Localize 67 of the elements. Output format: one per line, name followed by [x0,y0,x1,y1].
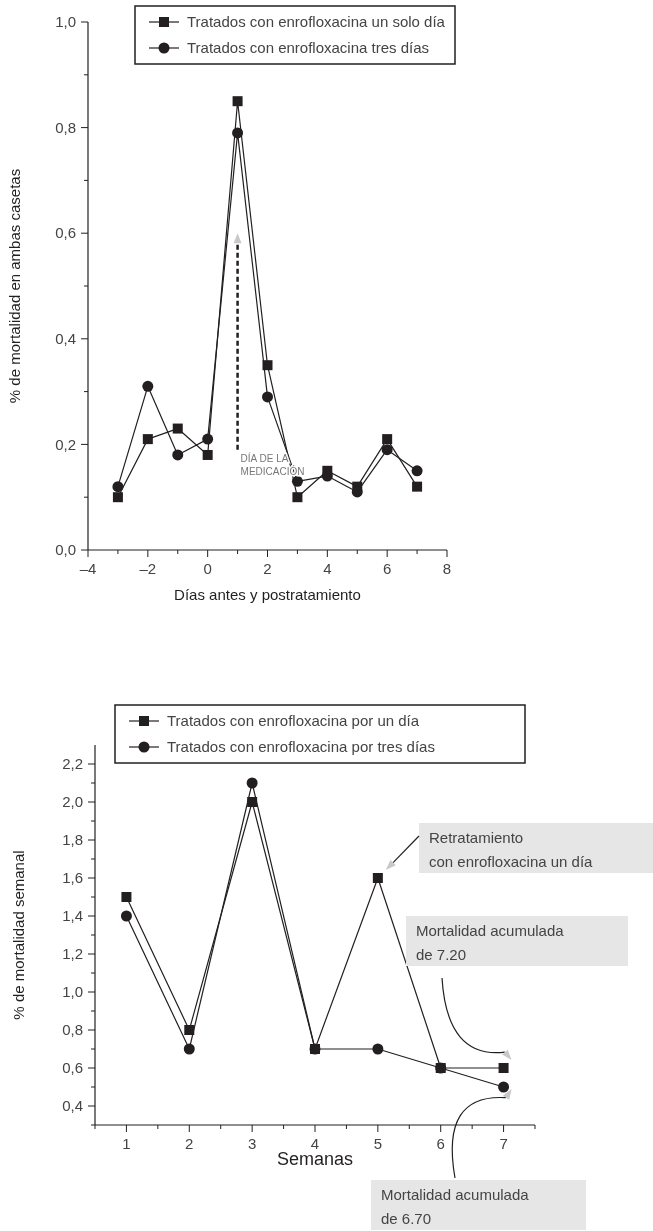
x-tick-label: 4 [310,1135,320,1152]
point [112,481,124,493]
point [372,1043,384,1055]
x-axis-title: Semanas [276,1149,354,1169]
y-tick-label: 0,2 [55,435,76,453]
point [112,492,123,503]
point [498,1081,510,1093]
x-tick-label: 2 [185,1135,194,1152]
point [292,492,303,503]
y-tick-label: 1,6 [62,869,83,887]
legend-label: Tratados con enrofloxacina tres días [187,39,430,57]
legend-label: Tratados con enrofloxacina un solo día [187,13,446,31]
point [412,481,423,492]
x-tick-label: 6 [382,560,392,577]
y-tick-label: 0,0 [55,541,76,559]
x-tick-label: 7 [499,1135,508,1152]
point [183,1043,195,1055]
text: Mortalidad acumulada de 6.70 [381,1186,530,1227]
point [202,433,214,445]
y-tick-label: 1,0 [62,983,83,1001]
point [382,434,393,445]
point [172,423,183,434]
y-tick-label: 2,2 [62,755,83,773]
point [184,1025,195,1035]
legend-label: Tratados con enrofloxacina por tres días [167,738,435,756]
annotation: Mortalidad acumulada de 7.20 [416,922,565,963]
y-axis-title: % de mortalidad en ambas casetas [6,168,23,404]
y-tick-label: 1,2 [62,945,83,963]
y-tick-label: 1,8 [62,831,83,849]
x-tick-label: –2 [139,560,157,577]
x-tick-label: 3 [247,1135,257,1152]
y-axis-title: % de mortalidad semanal [10,850,27,1020]
y-tick-label: 0,8 [62,1021,83,1039]
y-tick-label: 0,8 [55,118,76,136]
point [142,434,153,445]
point [232,127,244,139]
point [498,1063,509,1073]
point [411,465,423,477]
legend-label: Tratados con enrofloxacina por un día [167,712,420,730]
point [120,910,132,922]
x-tick-label: 4 [323,560,332,577]
x-tick-label: –4 [79,560,97,577]
y-tick-label: 1,4 [62,907,83,925]
point [232,96,243,107]
y-tick-label: 0,4 [55,330,76,348]
x-tick-label: 1 [122,1135,131,1152]
y-tick-label: 0,4 [62,1097,83,1115]
point [381,444,393,456]
point [172,449,184,461]
x-tick-label: 2 [263,560,272,577]
annotation: Retratamiento con enrofloxacina un día [429,829,594,870]
x-tick-label: 0 [203,560,212,577]
x-axis-title: Días antes y postratamiento [174,586,361,603]
y-tick-label: 2,0 [62,793,83,811]
point [121,892,132,902]
point [372,873,383,883]
point [262,391,273,403]
point [202,449,213,460]
point [246,777,258,789]
x-tick-label: 5 [373,1135,383,1152]
y-tick-label: 0,6 [55,224,76,242]
point [291,475,303,487]
point [142,380,154,392]
y-tick-label: 0,6 [62,1059,83,1077]
y-tick-label: 1,0 [55,13,76,31]
x-tick-label: 6 [436,1135,445,1152]
x-tick-label: 8 [442,560,452,577]
